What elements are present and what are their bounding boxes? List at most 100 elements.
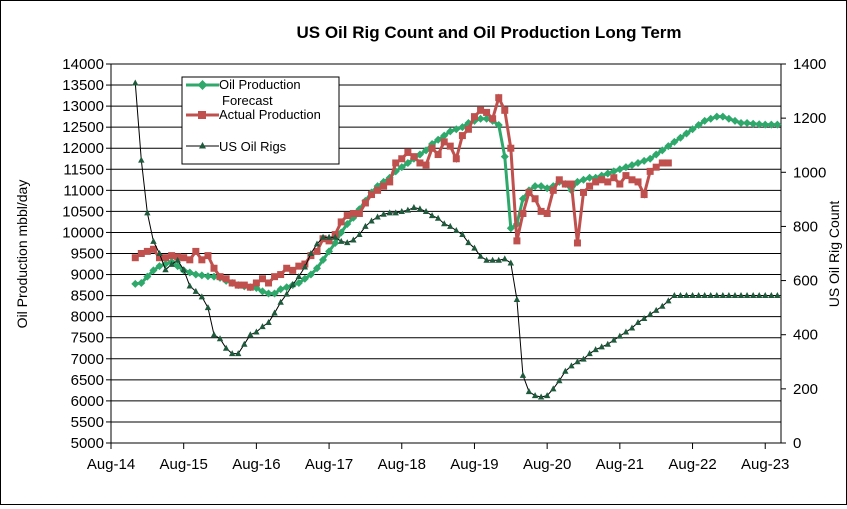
actual-point	[549, 186, 557, 194]
rigs-point	[646, 310, 654, 317]
rigs-point	[241, 340, 248, 347]
actual-point	[519, 209, 527, 217]
rigs-point	[386, 209, 393, 216]
y-tick-label: 8500	[71, 288, 104, 305]
actual-point	[452, 155, 460, 163]
forecast-point	[143, 272, 152, 281]
rigs-point	[150, 237, 157, 244]
forecast-point	[210, 272, 219, 281]
actual-point	[277, 271, 285, 279]
legend: Oil Production Forecast Actual Productio…	[181, 76, 340, 165]
rigs-point	[392, 209, 399, 216]
forecast-point	[688, 125, 697, 134]
actual-point	[622, 172, 630, 180]
forecast-point	[197, 271, 206, 280]
forecast-point	[258, 287, 267, 296]
forecast-point	[573, 177, 582, 186]
legend-marker-forecast	[197, 80, 208, 90]
actual-point	[646, 167, 654, 175]
forecast-point	[518, 194, 527, 203]
rigs-point	[380, 210, 387, 217]
rigs-point	[259, 323, 266, 330]
actual-point	[137, 250, 145, 257]
actual-point	[374, 186, 382, 194]
actual-point	[477, 106, 485, 114]
forecast-point	[500, 152, 509, 161]
rigs-point	[550, 385, 557, 392]
x-axis: Aug-14 Aug-15 Aug-16 Aug-17 Aug-18 Aug-19 Aug-…	[87, 443, 789, 473]
actual-point	[555, 176, 563, 184]
rigs-point	[368, 217, 375, 224]
rigs-point	[604, 340, 611, 347]
rigs-point	[253, 328, 260, 335]
forecast-point	[676, 133, 685, 142]
actual-point	[210, 264, 218, 272]
rigs-point	[531, 392, 539, 399]
actual-point	[573, 239, 581, 247]
actual-point	[422, 161, 430, 169]
actual-point	[361, 199, 369, 207]
actual-point	[228, 279, 236, 287]
actual-point	[489, 115, 497, 123]
rigs-point	[453, 226, 460, 233]
actual-point	[579, 188, 587, 196]
actual-point	[222, 275, 230, 283]
forecast-point	[319, 255, 328, 264]
rigs-point	[210, 331, 218, 338]
x-tick-label: Aug-14	[87, 456, 135, 473]
y-tick-label: 7500	[71, 330, 104, 347]
rigs-point	[416, 205, 424, 212]
rigs-point	[537, 393, 545, 400]
forecast-point	[543, 184, 552, 193]
forecast-point	[694, 121, 703, 130]
rigs-point	[295, 273, 303, 280]
actual-point	[434, 151, 442, 159]
rigs-point	[144, 209, 151, 216]
actual-point	[592, 178, 600, 186]
rigs-point	[325, 233, 333, 240]
y2-tick-label: 800	[793, 218, 818, 235]
forecast-point	[270, 289, 279, 298]
actual-point	[586, 182, 594, 190]
rigs-point	[422, 208, 430, 215]
rigs-point	[743, 291, 751, 298]
rigs-point	[319, 233, 327, 240]
x-tick-label: Aug-20	[523, 456, 571, 473]
actual-point	[634, 178, 642, 186]
rigs-point	[695, 291, 702, 298]
forecast-point	[724, 114, 733, 123]
rigs-point	[616, 332, 624, 339]
forecast-point	[743, 118, 752, 127]
actual-point	[343, 212, 351, 220]
actual-point	[567, 180, 575, 188]
rigs-point	[222, 344, 230, 351]
forecast-point	[458, 123, 467, 132]
rigs-point	[174, 256, 181, 263]
forecast-point	[615, 165, 624, 174]
actual-point	[380, 182, 388, 190]
forecast-point	[403, 158, 412, 167]
actual-point	[386, 178, 394, 186]
rigs-point	[598, 343, 605, 350]
legend-marker-actual	[198, 111, 206, 119]
forecast-point	[476, 114, 485, 123]
actual-point	[149, 245, 157, 253]
forecast-point	[397, 163, 406, 172]
x-tick-label: Aug-23	[741, 456, 789, 473]
actual-point	[458, 132, 466, 140]
rigs-point	[186, 282, 193, 289]
rigs-point	[652, 306, 660, 313]
actual-point	[349, 209, 357, 217]
y-tick-label: 7000	[71, 351, 104, 368]
rigs-point	[338, 237, 345, 244]
actual-point	[186, 256, 194, 264]
y2-tick-label: 400	[793, 327, 818, 344]
actual-point	[204, 252, 212, 260]
legend-marker-rigs	[199, 142, 206, 149]
forecast-point	[621, 163, 630, 172]
actual-point	[271, 273, 279, 281]
rigs-point	[447, 222, 454, 229]
rigs-point	[768, 291, 775, 298]
rigs-point	[350, 236, 357, 243]
y2-axis-label: US Oil Rig Count	[826, 201, 842, 308]
